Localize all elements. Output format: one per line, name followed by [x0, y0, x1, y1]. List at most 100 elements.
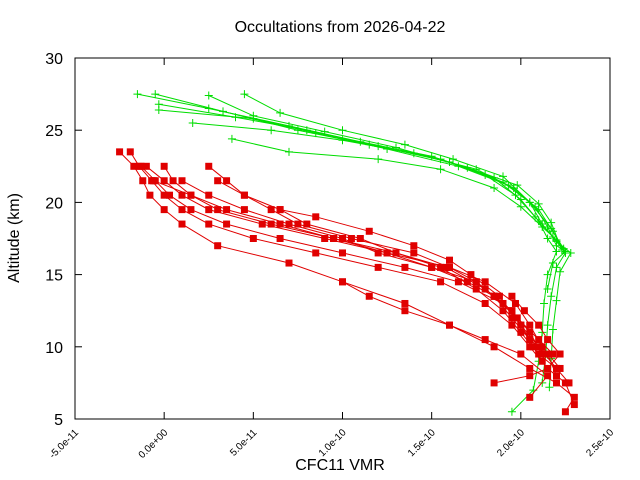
data-point: [548, 259, 557, 268]
data-point: [347, 235, 355, 242]
data-point: [205, 220, 213, 228]
series-green-6: [204, 91, 566, 255]
data-point: [285, 147, 293, 156]
data-point: [249, 111, 258, 120]
data-point: [303, 220, 311, 228]
y-tick-label: 30: [45, 51, 63, 68]
data-point: [187, 206, 195, 214]
data-point: [188, 118, 197, 127]
data-point: [538, 343, 546, 351]
data-point: [538, 222, 547, 231]
data-point: [321, 235, 329, 242]
data-point: [240, 191, 248, 199]
data-point: [526, 328, 534, 336]
data-point: [276, 108, 285, 117]
data-point: [511, 191, 520, 200]
data-point: [570, 401, 578, 409]
data-point: [294, 220, 302, 228]
data-point: [116, 148, 124, 156]
data-point: [214, 242, 222, 250]
data-point: [154, 105, 163, 114]
data-point: [545, 383, 554, 392]
data-point: [267, 126, 276, 135]
data-point: [223, 206, 231, 214]
x-tick-label: 0.0e+00: [137, 427, 171, 461]
data-point: [526, 393, 534, 401]
data-point: [126, 148, 134, 156]
series-red-18: [490, 292, 564, 387]
data-point: [499, 172, 507, 181]
series-red-15: [205, 162, 557, 358]
data-point: [240, 206, 248, 214]
data-point: [540, 299, 549, 308]
data-point: [520, 307, 528, 315]
data-point: [437, 278, 445, 286]
data-point: [160, 177, 168, 185]
x-tick-label: 1.5e-10: [406, 427, 438, 459]
data-point: [548, 325, 557, 334]
data-point: [276, 206, 284, 214]
data-point: [517, 350, 525, 358]
data-point: [543, 234, 552, 243]
data-point: [526, 321, 534, 329]
data-point: [374, 263, 382, 271]
data-point: [556, 350, 564, 358]
data-point: [552, 263, 561, 272]
data-point: [142, 162, 150, 170]
data-point: [525, 198, 534, 207]
plot-area: [116, 90, 578, 416]
data-point: [178, 191, 186, 199]
data-point: [339, 278, 346, 286]
series-line: [153, 180, 557, 369]
data-point: [320, 127, 329, 136]
y-tick-label: 15: [45, 268, 63, 285]
data-point: [169, 177, 177, 185]
data-point: [490, 379, 498, 387]
data-point: [544, 350, 552, 358]
data-point: [330, 235, 338, 242]
data-point: [160, 162, 168, 170]
data-point: [428, 263, 436, 271]
data-point: [547, 292, 556, 301]
data-point: [285, 259, 293, 267]
series-red-19: [339, 278, 552, 401]
data-point: [481, 278, 489, 286]
data-point: [374, 249, 382, 257]
series-red-14: [178, 177, 534, 344]
data-point: [365, 292, 373, 300]
series-green-7: [240, 90, 568, 255]
data-point: [130, 162, 138, 170]
series-green-5: [227, 134, 570, 256]
data-point: [556, 364, 564, 372]
data-point: [151, 90, 160, 99]
data-point: [436, 165, 445, 174]
y-axis: 5 10 15 20 25 30: [45, 51, 610, 429]
data-point: [401, 263, 409, 271]
data-point: [526, 343, 534, 351]
data-point: [204, 104, 213, 113]
data-point: [547, 224, 556, 233]
data-point: [559, 246, 568, 255]
data-point: [499, 307, 507, 315]
data-point: [437, 263, 445, 271]
data-point: [535, 350, 543, 358]
data-point: [446, 321, 453, 329]
data-point: [490, 183, 499, 192]
data-point: [446, 256, 453, 264]
data-point: [276, 220, 284, 228]
data-point: [401, 299, 409, 307]
data-point: [400, 140, 409, 149]
data-point: [508, 321, 516, 329]
data-point: [446, 263, 453, 271]
data-point: [149, 177, 157, 185]
data-point: [267, 206, 275, 214]
x-axis-label: CFC11 VMR: [295, 457, 385, 474]
data-point: [312, 249, 320, 257]
data-point: [507, 407, 516, 416]
data-point: [139, 177, 147, 185]
series-line: [208, 165, 554, 355]
data-point: [556, 267, 565, 276]
data-point: [517, 321, 525, 329]
data-point: [374, 155, 383, 164]
